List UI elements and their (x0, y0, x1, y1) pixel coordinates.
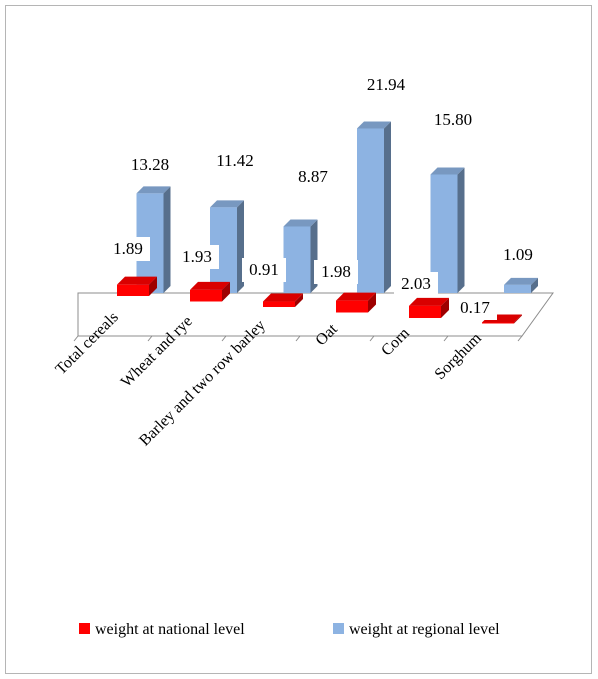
value-label-backing (394, 272, 438, 296)
value-label-national: 2.03 (401, 274, 431, 293)
value-label-national: 0.17 (460, 298, 490, 317)
legend-label: weight at national level (95, 621, 245, 638)
bar-regional (283, 219, 318, 293)
category-label: Barley and two row barley (136, 317, 269, 450)
value-label-regional: 13.28 (131, 155, 169, 174)
chart-frame (5, 5, 592, 674)
bar-national (336, 292, 376, 313)
value-label-backing (106, 237, 150, 261)
value-label-regional: 1.09 (503, 245, 533, 264)
x-tick (147, 335, 153, 342)
bar-regional (504, 277, 538, 293)
bar-regional (210, 200, 244, 293)
bar-national (263, 293, 303, 307)
value-label-national: 0.91 (249, 260, 279, 279)
value-label-national: 1.93 (182, 247, 212, 266)
x-tick (73, 335, 79, 342)
value-label-regional: 8.87 (298, 167, 328, 186)
x-tick (221, 335, 227, 342)
value-label-regional: 11.42 (216, 151, 254, 170)
value-label-backing (314, 260, 358, 284)
value-label-national: 1.98 (321, 262, 351, 281)
x-tick (443, 335, 449, 342)
bar-national (117, 276, 157, 296)
bar-regional (357, 121, 391, 293)
value-label-backing (242, 258, 286, 282)
legend-label: weight at regional level (349, 621, 500, 638)
value-label-regional: 15.80 (434, 110, 472, 129)
category-label: Sorghum (432, 329, 486, 383)
value-label-regional: 21.94 (367, 75, 406, 94)
legend-swatch (79, 623, 90, 634)
bar-national (409, 297, 449, 318)
bar-national (190, 281, 230, 302)
value-label-backing (175, 245, 219, 269)
value-label-backing (453, 296, 497, 320)
x-tick (517, 335, 523, 342)
x-tick (369, 335, 375, 342)
value-label-national: 1.89 (113, 239, 143, 258)
x-tick (295, 335, 301, 342)
legend-swatch (333, 623, 344, 634)
